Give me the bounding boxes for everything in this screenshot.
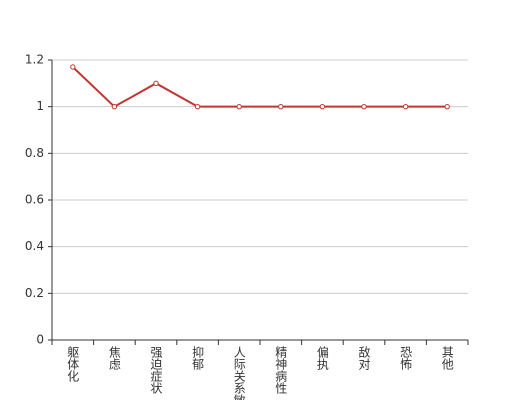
y-tick-label: 0.2 <box>25 286 44 300</box>
y-tick-label: 0.8 <box>25 146 44 160</box>
point <box>236 103 242 110</box>
y-tick-label: 0 <box>36 333 44 347</box>
x-tick-label: 敌对 <box>357 345 371 370</box>
point <box>278 103 284 110</box>
x-tick-label: 焦虑 <box>107 346 121 370</box>
x-tick-label: 精神病性 <box>274 346 288 395</box>
point <box>194 103 201 110</box>
y-tick-label: 1.2 <box>25 53 44 67</box>
point <box>70 64 76 70</box>
x-tick-label: 恐怖 <box>399 346 413 370</box>
x-tick-label: 偏执 <box>315 345 329 371</box>
point <box>153 80 159 87</box>
x-tick-label: 其他 <box>440 346 454 370</box>
x-tick-label: 人际关系敏感 <box>232 346 246 400</box>
x-tick-label: 强迫症状 <box>149 346 163 394</box>
point <box>111 103 118 110</box>
point <box>444 103 450 110</box>
y-tick-label: 0.6 <box>25 193 44 207</box>
y-tick-label: 1 <box>36 99 44 113</box>
point <box>361 103 367 110</box>
x-tick-label: 抑郁 <box>191 345 205 371</box>
y-tick-label: 0.4 <box>25 239 44 253</box>
x-tick-label: 躯体化 <box>66 345 80 383</box>
line <box>72 66 448 108</box>
point <box>402 103 409 110</box>
point <box>319 103 326 110</box>
